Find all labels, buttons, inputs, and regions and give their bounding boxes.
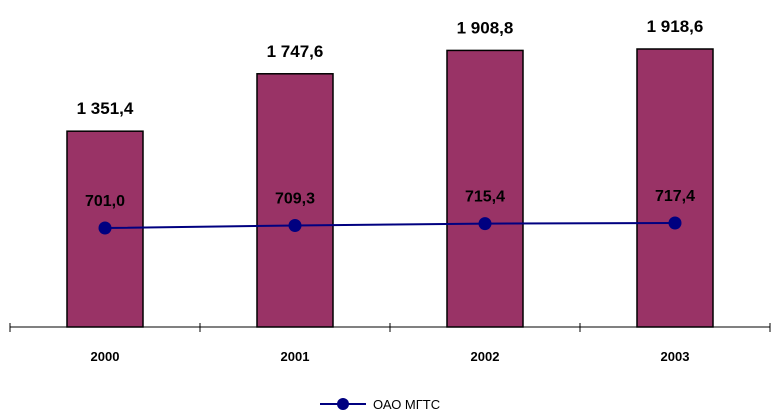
line-point-2003 [668,216,682,230]
labels-layer: 1 351,4 1 747,6 1 908,8 1 918,6 701,0 709,3 71… [77,17,704,210]
x-tick-label-2001: 2001 [281,349,310,364]
line-value-label-2003: 717,4 [655,188,695,205]
x-tick-label-2003: 2003 [661,349,690,364]
bar-value-label-2001: 1 747,6 [267,42,324,61]
x-tick-label-2002: 2002 [471,349,500,364]
x-axis: 2000 2001 2002 2003 [9,323,771,364]
bar-value-label-2000: 1 351,4 [77,99,134,118]
bar-2001 [256,73,334,328]
line-point-2002 [478,217,492,231]
legend-label: ОАО МГТС [373,397,440,412]
line-value-label-2002: 715,4 [465,189,505,206]
bar-2002 [446,49,524,328]
line-value-label-2000: 701,0 [85,193,125,210]
legend-marker [337,398,349,410]
line-point-2000 [98,221,112,235]
x-tick-label-2000: 2000 [91,349,120,364]
line-series-layer [98,216,682,235]
bar-value-label-2003: 1 918,6 [647,17,704,36]
line-point-2001 [288,218,302,232]
bars-layer [66,48,714,328]
bar-2003 [636,48,714,328]
line-series [104,222,676,229]
legend: ОАО МГТС [320,397,440,412]
line-value-label-2001: 709,3 [275,190,315,207]
bar-value-label-2002: 1 908,8 [457,18,514,37]
